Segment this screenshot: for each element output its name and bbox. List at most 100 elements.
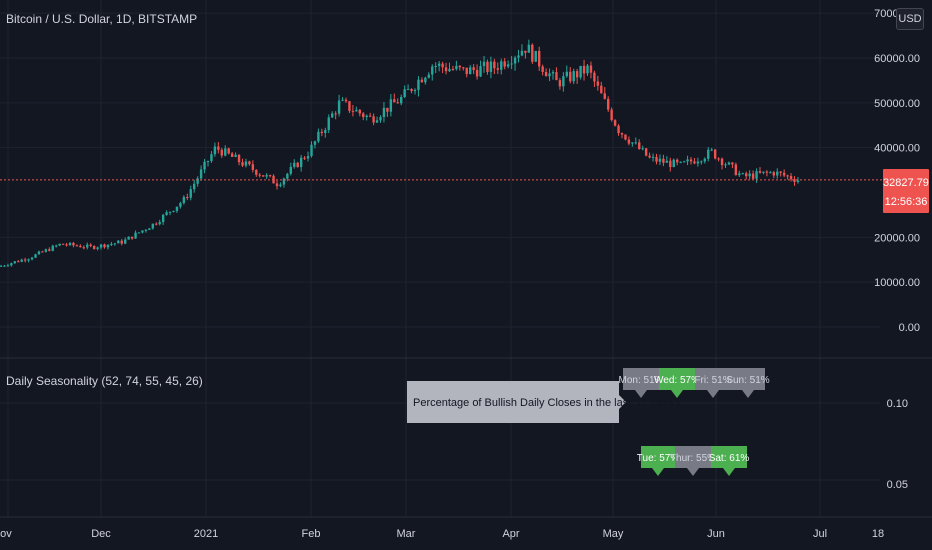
candle-body (655, 156, 658, 162)
candle-body (558, 80, 562, 87)
time-axis-tick: Mar (397, 528, 416, 540)
candle-body (693, 161, 696, 164)
indicator-axis[interactable]: 0.10 0.05 (887, 398, 908, 491)
candle-body (179, 203, 182, 207)
candle-body (251, 164, 255, 170)
seasonality-label-pointer (652, 468, 664, 476)
candle-body (541, 66, 544, 72)
seasonality-label: Tue: 57% (637, 446, 679, 476)
candle-body (344, 99, 348, 102)
candle-body (572, 71, 575, 82)
indicator-tooltip: Percentage of Bullish Daily Closes in th… (407, 381, 684, 423)
candle-body (299, 157, 303, 168)
candle-body (434, 65, 437, 67)
candle-body (448, 68, 451, 72)
candle-body (34, 254, 37, 258)
candle-body (382, 107, 386, 118)
candle-body (27, 259, 30, 261)
candle-body (224, 148, 227, 156)
candle-body (237, 154, 241, 163)
seasonality-label-box (623, 368, 659, 390)
time-axis-tick: Feb (302, 528, 321, 540)
candle-body (265, 175, 268, 177)
candle-body (293, 162, 296, 167)
candle-body (255, 169, 258, 175)
seasonality-label: Sat: 61% (709, 446, 749, 476)
candle-body (44, 249, 48, 252)
last-price-label: 32827.79 (883, 177, 929, 189)
candle-body (113, 243, 117, 245)
candle-body (696, 161, 700, 164)
candle-body (13, 261, 16, 264)
time-axis[interactable]: Nov Dec 2021 Feb Mar Apr May Jun Jul 18 (0, 528, 884, 540)
candle-body (393, 99, 396, 103)
candle-body (648, 155, 651, 158)
candle-body (482, 61, 486, 67)
candle-body (741, 173, 744, 175)
candle-body (151, 223, 154, 229)
tooltip-text: Percentage of Bullish Daily Closes in th… (413, 397, 684, 409)
candle-body (651, 156, 655, 158)
candle-body (738, 173, 741, 176)
candle-body (769, 172, 772, 174)
candle-body (679, 161, 682, 163)
candle-body (317, 131, 320, 142)
candle-body (375, 120, 379, 123)
candle-body (65, 244, 68, 246)
candle-body (506, 64, 510, 67)
candle-body (351, 110, 355, 112)
candle-body (41, 251, 44, 253)
candle-body (779, 171, 782, 173)
candle-body (396, 102, 399, 104)
candle-body (534, 50, 537, 62)
candle-body (86, 244, 89, 248)
candle-body (310, 144, 313, 157)
candle-body (793, 179, 796, 182)
price-axis-tick: 10000.00 (874, 277, 920, 289)
candle-body (551, 72, 555, 74)
seasonality-label-pointer (687, 468, 699, 476)
candle-body (168, 211, 172, 213)
seasonality-label-box (695, 368, 731, 390)
candle-body (758, 171, 762, 173)
candle-body (275, 183, 279, 187)
candle-body (555, 72, 558, 81)
candle-body (48, 249, 51, 251)
candle-body (30, 257, 34, 260)
seasonality-label-pointer (742, 390, 754, 398)
candle-body (175, 206, 179, 211)
candle-body (617, 125, 620, 134)
currency-badge[interactable]: USD (896, 8, 924, 30)
candle-body (141, 230, 144, 233)
price-axis-tick: 0.00 (899, 322, 920, 334)
candle-body (544, 71, 548, 77)
candle-body (196, 178, 199, 184)
candle-body (765, 171, 769, 173)
candle-body (772, 172, 775, 176)
candle-body (582, 65, 586, 74)
candle-body (503, 61, 506, 67)
candle-body (410, 89, 413, 92)
candle-body (437, 63, 441, 66)
candle-body (327, 117, 330, 130)
candle-body (689, 159, 693, 162)
candle-body (469, 67, 472, 75)
candle-body (120, 240, 123, 244)
time-axis-tick: May (603, 528, 624, 540)
candle-body (248, 161, 251, 165)
countdown-label: 12:56:36 (885, 196, 928, 208)
seasonality-label-pointer (635, 390, 647, 398)
candle-body (600, 85, 603, 94)
candle-body (279, 184, 282, 187)
main-chart-title: Bitcoin / U.S. Dollar, 1D, BITSTAMP (6, 12, 197, 26)
candle-body (331, 113, 334, 118)
candle-body (227, 148, 230, 154)
candle-body (72, 242, 75, 246)
candle-body (61, 243, 65, 245)
candle-body (710, 149, 713, 151)
candle-body (713, 149, 717, 159)
candle-body (727, 162, 731, 165)
time-axis-tick: Jun (707, 528, 725, 540)
seasonality-label-text: Mon: 51% (618, 375, 663, 386)
